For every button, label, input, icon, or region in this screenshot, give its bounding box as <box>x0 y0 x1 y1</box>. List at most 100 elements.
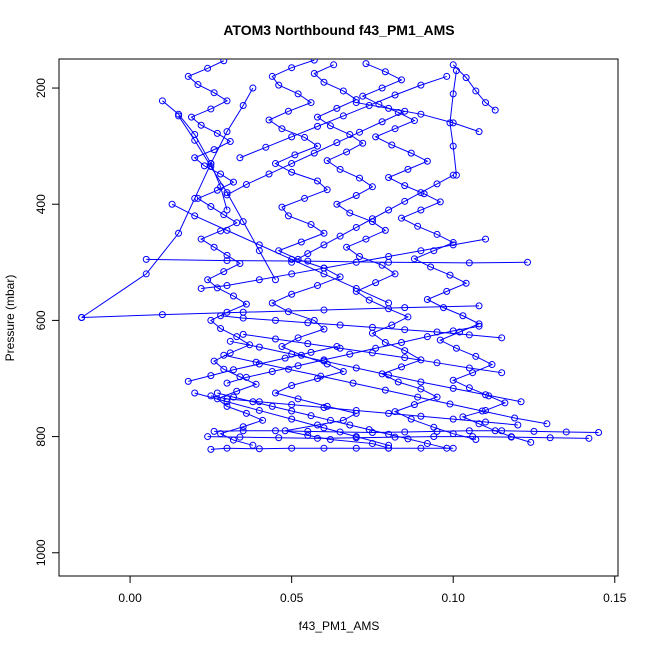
data-point <box>278 125 286 133</box>
y-tick-label: 200 <box>34 78 48 98</box>
series-line-6 <box>210 447 454 450</box>
data-point <box>391 125 399 133</box>
data-point <box>233 333 241 341</box>
data-point <box>398 214 406 222</box>
data-point <box>449 241 457 249</box>
data-point <box>320 241 328 249</box>
data-point <box>343 148 351 156</box>
data-point <box>191 194 199 202</box>
data-point <box>275 81 283 89</box>
series-line-5 <box>207 436 589 439</box>
data-point <box>307 412 315 420</box>
data-point <box>352 444 360 452</box>
data-point <box>314 282 321 290</box>
data-point <box>317 372 325 380</box>
data-point <box>262 143 270 151</box>
data-point <box>197 284 205 292</box>
data-point <box>284 107 292 115</box>
data-point <box>385 409 393 417</box>
data-point <box>265 116 273 124</box>
data-point <box>433 328 441 336</box>
data-point <box>236 433 244 441</box>
data-point <box>417 110 425 118</box>
data-point <box>391 270 399 278</box>
data-point <box>343 243 351 251</box>
data-point <box>404 435 412 443</box>
data-point <box>469 369 477 377</box>
data-point <box>362 235 370 243</box>
data-point <box>346 131 354 139</box>
data-point <box>462 74 470 82</box>
data-point <box>391 433 399 441</box>
data-point <box>385 299 393 307</box>
data-point <box>365 426 373 434</box>
data-point <box>378 84 386 92</box>
data-point <box>265 170 273 178</box>
data-point <box>436 336 444 344</box>
data-point <box>339 112 347 120</box>
data-point <box>294 395 302 403</box>
data-point <box>217 312 225 320</box>
data-point <box>333 200 341 208</box>
data-point <box>268 72 276 80</box>
data-point <box>242 373 250 381</box>
data-point <box>242 300 250 308</box>
data-point <box>452 344 460 352</box>
data-point <box>391 408 399 416</box>
series-line-27 <box>188 346 337 382</box>
data-point <box>339 368 347 376</box>
plot-area <box>78 59 603 453</box>
x-axis: 0.00 0.05 0.10 0.15 <box>118 576 627 605</box>
data-point <box>449 384 457 392</box>
data-point <box>310 149 318 157</box>
data-point <box>562 428 570 436</box>
data-point <box>407 415 415 423</box>
data-point <box>210 146 218 154</box>
data-point <box>452 171 460 179</box>
data-point <box>288 401 296 409</box>
data-point <box>223 251 231 259</box>
series-line-18 <box>201 238 486 289</box>
data-point <box>226 337 234 345</box>
series-line-23 <box>239 75 447 159</box>
data-point <box>333 343 341 351</box>
data-point <box>449 90 457 98</box>
data-point <box>372 133 380 141</box>
data-point <box>333 139 341 147</box>
data-point <box>320 356 328 364</box>
data-point <box>472 352 480 360</box>
series-line-28 <box>194 392 389 446</box>
data-point <box>478 407 486 415</box>
data-point <box>223 97 231 105</box>
data-point <box>436 198 444 206</box>
data-point <box>401 107 409 115</box>
data-point <box>252 380 260 388</box>
data-point <box>398 363 406 371</box>
data-point <box>336 428 344 436</box>
data-point <box>213 389 221 397</box>
data-point <box>443 444 451 452</box>
y-axis-label: Pressure (mbar) <box>3 275 17 362</box>
data-point <box>391 91 399 99</box>
data-point <box>291 151 299 159</box>
data-point <box>346 350 354 358</box>
data-point <box>385 430 393 438</box>
data-point <box>349 379 357 387</box>
data-point <box>288 444 296 452</box>
data-point <box>404 313 412 321</box>
data-point <box>223 226 231 234</box>
data-point <box>307 221 315 229</box>
data-point <box>433 427 441 435</box>
data-point <box>407 149 415 157</box>
data-point <box>469 433 477 441</box>
data-point <box>401 197 409 205</box>
data-point <box>456 328 464 336</box>
x-tick-label: 0.15 <box>603 591 627 605</box>
data-point <box>278 343 286 351</box>
data-point <box>288 168 296 176</box>
data-point <box>433 230 441 238</box>
data-point <box>304 340 312 348</box>
data-point <box>482 235 490 243</box>
data-point <box>524 258 532 266</box>
data-point <box>385 371 393 379</box>
